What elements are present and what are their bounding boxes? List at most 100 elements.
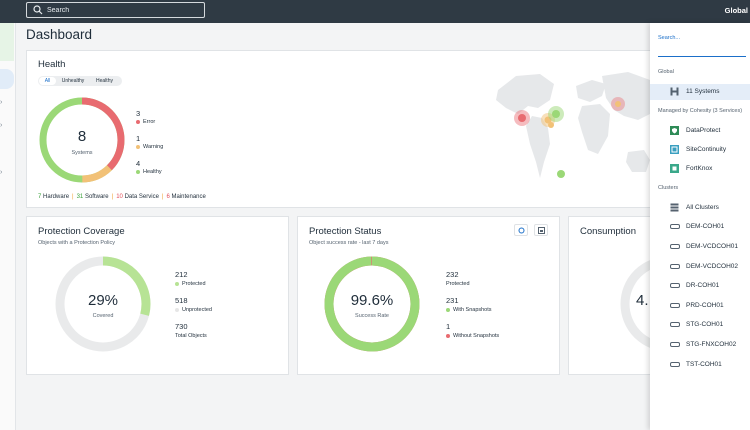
coverage-percent-label: Covered <box>92 313 114 319</box>
cluster-markers <box>514 97 625 178</box>
status-subtitle: Object success rate - last 7 days <box>309 240 389 246</box>
scope-selector[interactable]: Global <box>724 6 748 15</box>
coverage-percent: 29% <box>87 292 119 309</box>
health-total-label: Systems <box>71 150 93 156</box>
coverage-subtitle: Objects with a Protection Policy <box>38 240 116 246</box>
cluster-icon <box>670 224 680 229</box>
health-card <box>26 50 658 208</box>
status-card <box>297 216 560 375</box>
scope-item-global[interactable]: 11 Systems <box>650 84 750 100</box>
scope-item-label: DataProtect <box>686 127 721 134</box>
cluster-item-all[interactable]: All Clusters <box>650 200 750 216</box>
healthy-count: 4 <box>136 159 141 168</box>
page-title: Dashboard <box>26 27 93 42</box>
scope-item-fortknox[interactable]: FortKnox <box>650 161 750 177</box>
error-count: 3 <box>136 109 141 118</box>
coverage-donut <box>55 256 151 352</box>
world-map <box>496 72 650 178</box>
top-bar: Global <box>0 0 750 23</box>
cluster-icon <box>670 303 680 308</box>
scope-panel: Search... Global 11 Systems Managed by C… <box>650 23 750 430</box>
global-heading: Global <box>658 69 674 75</box>
nav-highlight <box>0 23 14 61</box>
scope-item-label: FortKnox <box>686 165 713 172</box>
scope-item-label: 11 Systems <box>686 88 720 95</box>
cluster-item-label: All Clusters <box>686 204 719 211</box>
sitecontinuity-icon <box>670 145 679 154</box>
warning-dot <box>136 144 140 149</box>
healthy-label: Healthy <box>136 169 162 175</box>
panel-search-label: Search... <box>658 35 681 41</box>
filter-unhealthy[interactable]: Unhealthy <box>61 78 85 84</box>
cluster-item-label: TST-COH01 <box>686 361 722 368</box>
search-icon <box>33 5 43 15</box>
cluster-icon <box>670 264 680 269</box>
coverage-card <box>26 216 289 375</box>
filter-healthy[interactable]: Healthy <box>96 78 113 84</box>
status-protected-label: Protected <box>446 281 470 287</box>
unprotected-dot <box>175 307 179 312</box>
scope-item-sitecontinuity[interactable]: SiteContinuity <box>650 142 750 158</box>
maintenance-label[interactable]: Maintenance <box>171 194 206 200</box>
cluster-icon <box>670 283 680 288</box>
data-service-count: 10 <box>116 194 123 200</box>
cluster-item-label: STG-FNXCOH02 <box>686 341 737 348</box>
global-search[interactable] <box>26 2 205 18</box>
protected-label: Protected <box>175 281 206 287</box>
cluster-item[interactable]: PRD-COH01 <box>650 298 750 314</box>
nav-item-selected[interactable] <box>0 69 14 89</box>
fortknox-icon <box>670 164 679 173</box>
view-details-button[interactable] <box>534 224 548 236</box>
cluster-item-label: DEM-COH01 <box>686 223 725 230</box>
scope-item-dataprotect[interactable]: DataProtect <box>650 123 750 139</box>
all-clusters-icon <box>670 203 679 212</box>
cluster-icon <box>670 362 680 367</box>
total-objects-count: 730 <box>175 322 188 331</box>
consumption-title: Consumption <box>580 226 636 237</box>
data-service-label[interactable]: Data Service <box>124 194 159 200</box>
chevron-right-icon[interactable]: › <box>0 99 3 106</box>
status-percent-label: Success Rate <box>355 313 389 319</box>
chevron-right-icon[interactable]: › <box>0 122 3 129</box>
cluster-item[interactable]: STG-FNXCOH02 <box>650 337 750 353</box>
refresh-icon <box>518 227 525 234</box>
systems-icon <box>670 87 679 96</box>
status-protected-count: 232 <box>446 270 459 279</box>
warning-count: 1 <box>136 134 141 143</box>
cluster-item[interactable]: DEM-VCDCOH02 <box>650 259 750 275</box>
hardware-count: 7 <box>38 194 42 200</box>
dataprotect-icon <box>670 126 679 135</box>
coverage-arc <box>55 256 151 352</box>
hardware-label[interactable]: Hardware <box>43 194 70 200</box>
maintenance-count: 6 <box>166 194 170 200</box>
cluster-item-label: STG-COH01 <box>686 321 724 328</box>
chevron-right-icon[interactable]: › <box>0 169 3 176</box>
refresh-button[interactable] <box>514 224 528 236</box>
filter-all[interactable]: All <box>39 77 56 85</box>
cluster-item-label: DEM-VCDCOH01 <box>686 243 739 250</box>
cluster-item[interactable]: DR-COH01 <box>650 278 750 294</box>
error-dot <box>136 119 140 124</box>
status-percent: 99.6% <box>350 292 394 309</box>
cluster-item[interactable]: TST-COH01 <box>650 357 750 373</box>
healthy-dot <box>136 169 140 174</box>
without-snapshots-label: Without Snapshots <box>446 333 499 339</box>
protected-count: 212 <box>175 270 188 279</box>
cluster-item-label: PRD-COH01 <box>686 302 724 309</box>
status-donut <box>324 256 420 352</box>
status-arc <box>324 256 420 352</box>
software-count: 31 <box>76 194 84 200</box>
with-snapshots-dot <box>446 307 450 312</box>
cluster-item[interactable]: DEM-VCDCOH01 <box>650 239 750 255</box>
unprotected-count: 518 <box>175 296 188 305</box>
search-input[interactable] <box>47 4 197 16</box>
panel-search-input[interactable] <box>658 45 746 57</box>
protected-dot <box>175 281 179 286</box>
software-label[interactable]: Software <box>84 194 109 200</box>
consumption-donut <box>620 257 660 351</box>
health-donut <box>39 97 125 183</box>
health-title: Health <box>38 59 66 70</box>
total-objects-label: Total Objects <box>175 333 207 339</box>
cluster-item[interactable]: STG-COH01 <box>650 317 750 333</box>
cluster-item[interactable]: DEM-COH01 <box>650 219 750 235</box>
